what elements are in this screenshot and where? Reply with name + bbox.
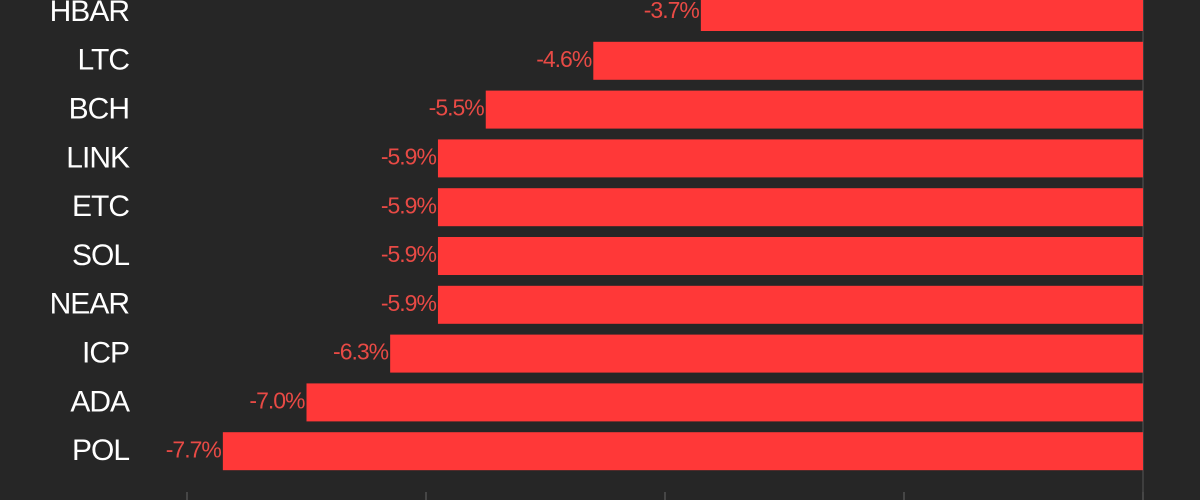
value-label: -5.9%: [381, 143, 437, 169]
value-label: -4.6%: [536, 46, 592, 72]
bar: [437, 139, 1143, 178]
value-label: -6.3%: [333, 339, 389, 365]
value-label: -7.0%: [249, 387, 305, 413]
category-label: ETC: [72, 190, 129, 223]
value-label: -7.7%: [166, 436, 222, 462]
bar: [437, 285, 1143, 324]
category-label: POL: [72, 434, 129, 467]
value-label: -3.7%: [644, 0, 700, 23]
bar: [437, 237, 1143, 275]
value-label: -5.9%: [381, 241, 437, 267]
category-label: NEAR: [50, 288, 130, 321]
bar: [485, 90, 1143, 129]
category-label: LTC: [78, 44, 130, 77]
category-label: LINK: [66, 141, 130, 174]
bar: [306, 383, 1143, 422]
category-label: ICP: [82, 337, 129, 370]
category-label: SOL: [72, 239, 129, 272]
category-label: HBAR: [50, 0, 130, 28]
value-label: -5.9%: [381, 192, 437, 218]
category-label: ADA: [70, 385, 130, 418]
bar: [222, 432, 1144, 471]
category-label: BCH: [69, 93, 129, 126]
bar: [390, 334, 1143, 373]
bar: [700, 0, 1143, 31]
value-label: -5.5%: [429, 95, 485, 121]
value-label: -5.9%: [381, 290, 437, 316]
bar: [437, 188, 1143, 227]
bar: [593, 41, 1143, 80]
